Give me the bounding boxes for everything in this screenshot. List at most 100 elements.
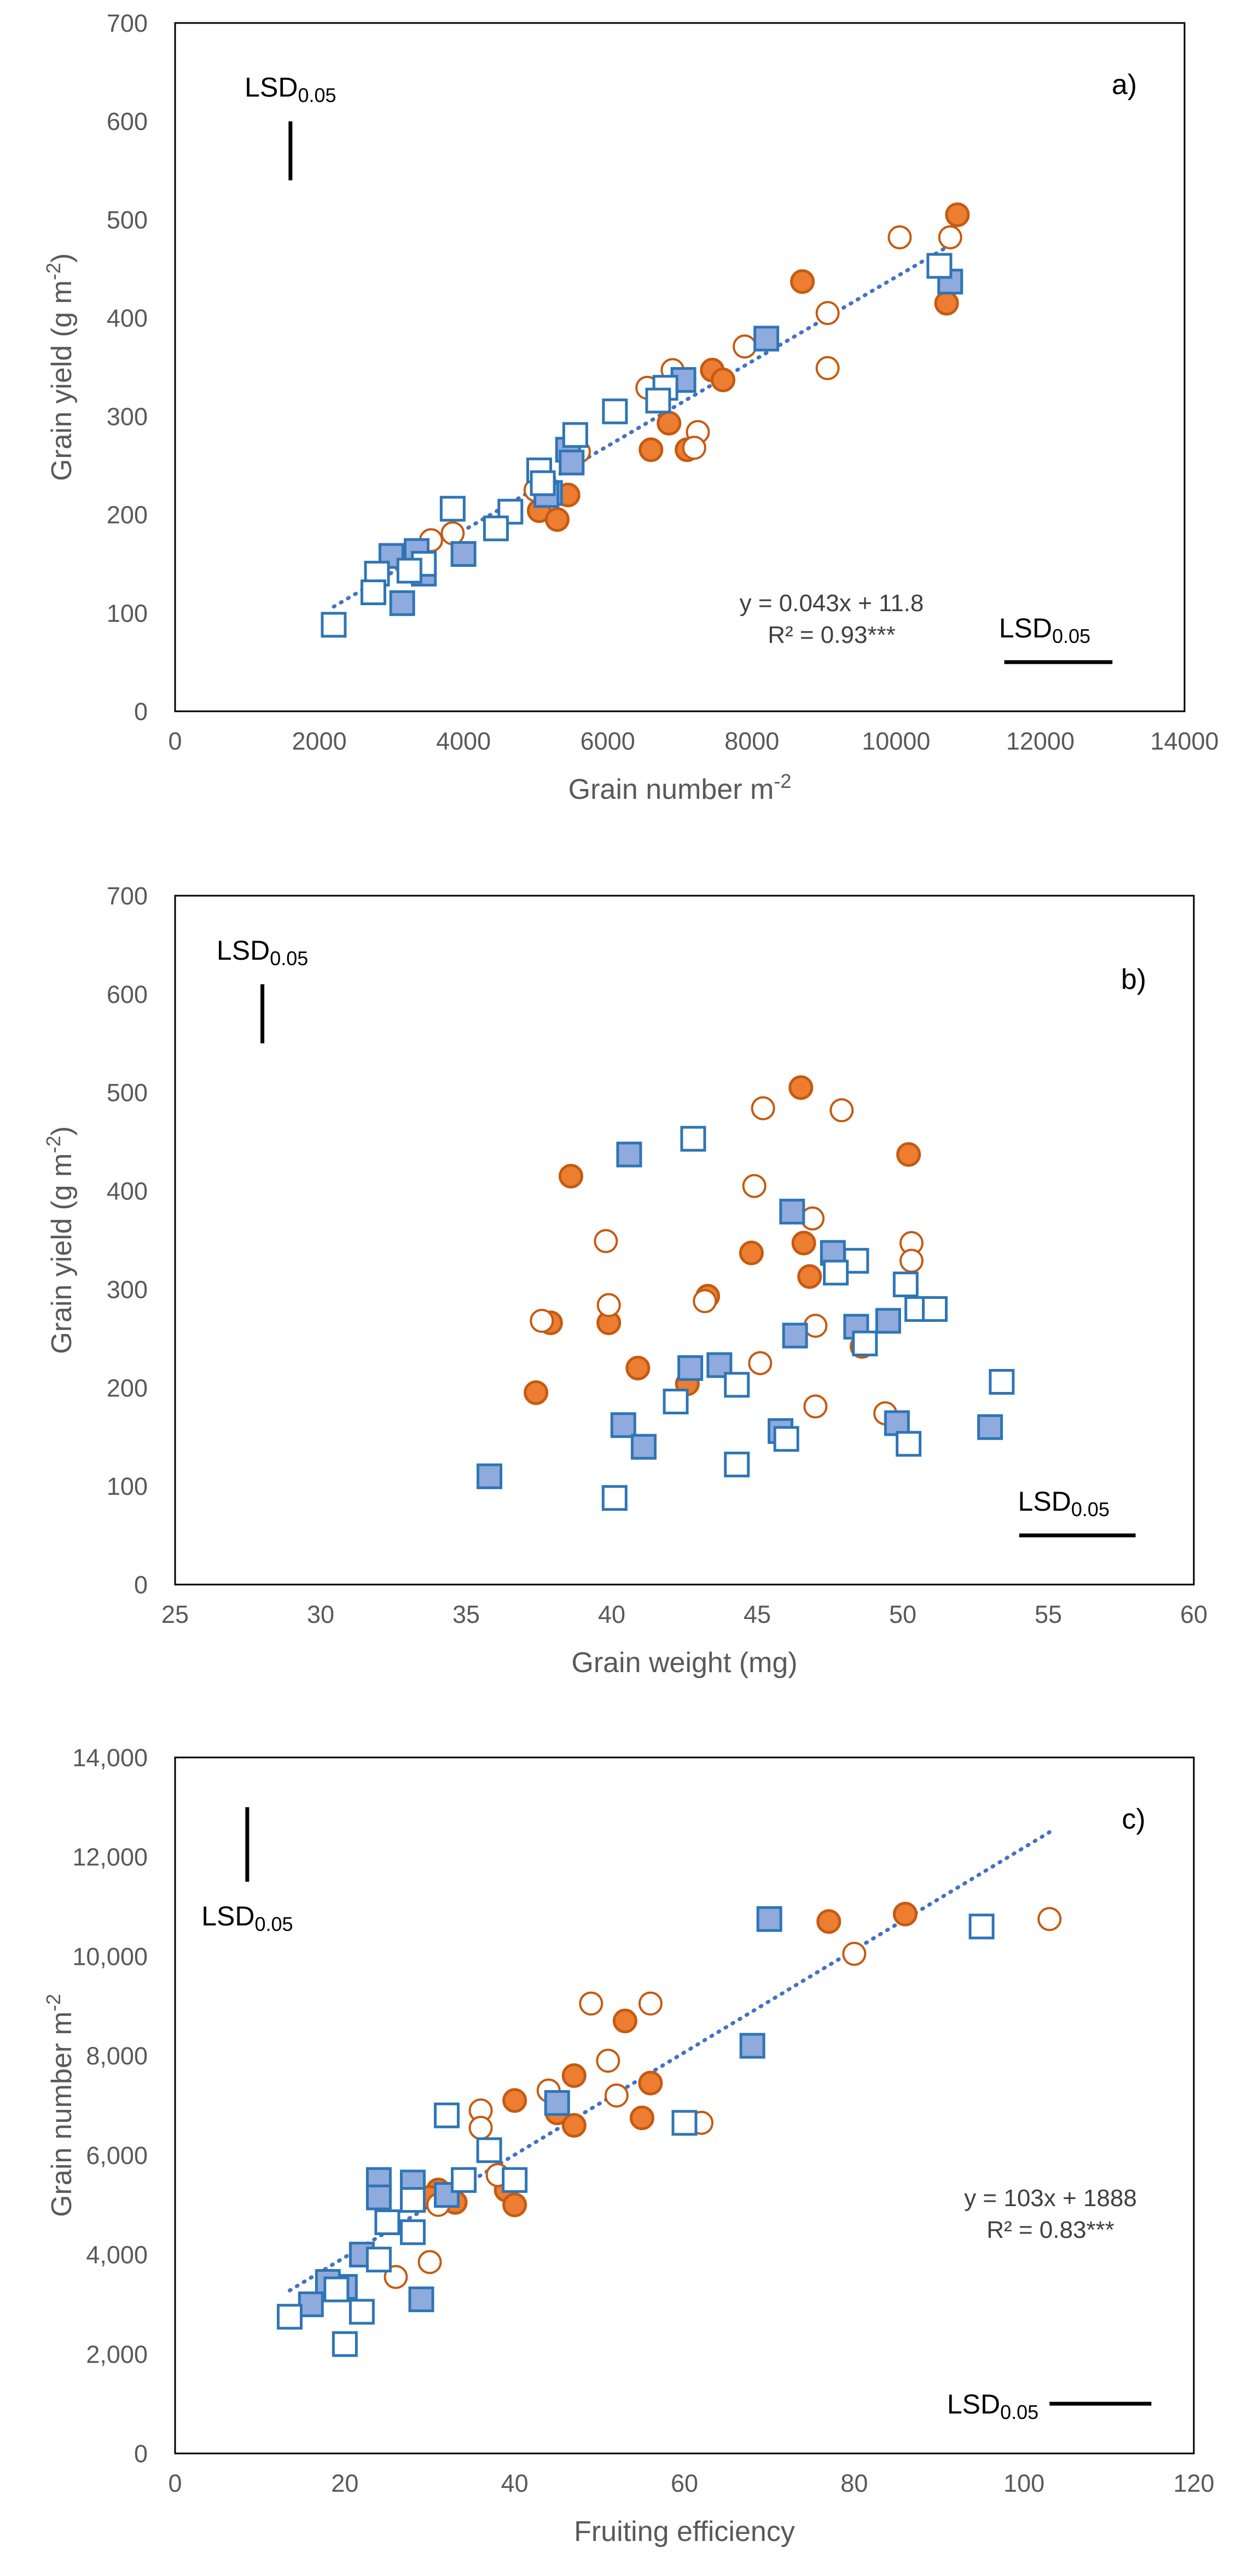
data-point — [677, 1355, 704, 1381]
x-tick-label: 6000 — [581, 727, 635, 755]
lsd-label-vertical: LSD0.05 — [201, 1901, 293, 1935]
lsd-label-horizontal: LSD0.05 — [947, 2389, 1038, 2423]
x-tick-label: 80 — [840, 2469, 868, 2497]
series-square-open — [601, 1125, 1015, 1511]
data-point — [896, 1142, 921, 1167]
y-tick-label: 4,000 — [86, 2241, 148, 2269]
y-tick-label: 500 — [107, 1079, 148, 1107]
data-point — [638, 2070, 663, 2096]
y-axis-title: Grain yield (g m-2) — [42, 253, 78, 481]
data-point — [625, 1355, 651, 1380]
y-tick-label: 200 — [107, 1374, 148, 1402]
data-point — [788, 1075, 814, 1100]
x-tick-label: 8000 — [724, 727, 779, 755]
x-tick-label: 40 — [598, 1600, 625, 1628]
data-point — [815, 356, 840, 380]
data-point — [816, 1909, 841, 1934]
lsd-label-sub: 0.05 — [1000, 2401, 1038, 2423]
y-axis-title-main: Grain yield (g m — [46, 1153, 78, 1354]
data-point — [922, 1296, 948, 1322]
data-point — [561, 2063, 587, 2088]
data-point — [682, 436, 706, 460]
y-tick-label: 400 — [107, 304, 148, 332]
data-point — [365, 2184, 392, 2211]
data-point — [1037, 1907, 1062, 1931]
data-point — [791, 1231, 816, 1256]
x-tick-label: 60 — [671, 2469, 698, 2497]
data-point — [875, 1308, 901, 1334]
data-point — [842, 1941, 867, 1966]
data-point — [934, 291, 959, 316]
data-point — [389, 590, 415, 616]
y-tick-label: 0 — [134, 2440, 148, 2468]
series-square-open — [276, 1913, 995, 2357]
data-point — [476, 2137, 502, 2163]
lsd-label-main: LSD — [999, 613, 1052, 643]
data-point — [321, 612, 347, 638]
data-point — [753, 326, 780, 352]
data-point — [989, 1368, 1015, 1395]
data-point — [544, 2090, 570, 2116]
regression-r2: R² = 0.83*** — [986, 2217, 1115, 2243]
data-point — [797, 1264, 822, 1289]
data-point — [451, 2167, 477, 2193]
y-tick-label: 300 — [107, 403, 148, 431]
data-point — [899, 1249, 924, 1273]
panel-label: c) — [1122, 1803, 1145, 1835]
x-tick-label: 30 — [307, 1600, 334, 1628]
lsd-label-main: LSD — [201, 1901, 254, 1931]
chart-panel-2: 25 30 35 40 45 50 55 600100200300400500600700Gr… — [42, 882, 1208, 1679]
data-point — [276, 2304, 303, 2330]
data-point — [887, 225, 912, 250]
lsd-label-main: LSD — [947, 2389, 1000, 2420]
data-point — [892, 1271, 919, 1297]
data-point — [663, 1388, 689, 1414]
data-point — [945, 202, 970, 227]
data-point — [468, 2115, 493, 2140]
y-axis-title-end: ) — [46, 1126, 78, 1135]
data-point — [434, 2102, 460, 2128]
data-point — [823, 1260, 849, 1286]
data-point — [396, 558, 422, 584]
data-point — [724, 1452, 750, 1478]
series-square-filled — [378, 269, 963, 616]
x-axis-title: Grain weight (mg) — [571, 1647, 797, 1679]
data-point — [561, 2113, 587, 2138]
data-point — [671, 2110, 698, 2136]
data-point — [803, 1394, 828, 1419]
data-point — [968, 1913, 995, 1940]
x-tick-label: 4000 — [436, 727, 491, 755]
plot-frame — [174, 22, 1186, 712]
data-point — [756, 1906, 782, 1932]
x-tick-label: 0 — [168, 727, 182, 755]
lsd-label-sub: 0.05 — [1052, 625, 1090, 647]
data-point — [751, 1096, 775, 1121]
y-tick-label: 600 — [107, 980, 148, 1008]
y-axis-title-main: Grain yield (g m — [46, 280, 78, 481]
x-tick-label: 50 — [889, 1600, 916, 1628]
y-tick-label: 600 — [107, 108, 148, 136]
data-point — [693, 1289, 717, 1314]
data-point — [733, 334, 757, 359]
data-point — [450, 541, 477, 567]
data-point — [773, 1426, 799, 1452]
data-point — [896, 1431, 922, 1457]
x-axis-title-sup: -2 — [774, 770, 791, 792]
y-axis-title: Grain number m-2 — [42, 1994, 78, 2217]
data-point — [562, 422, 588, 448]
y-axis-title-sup: -2 — [42, 1994, 65, 2011]
lsd-label-horizontal: LSD0.05 — [999, 613, 1090, 647]
series-square-open — [321, 253, 953, 638]
data-point — [483, 515, 509, 542]
data-point — [926, 253, 953, 279]
data-point — [530, 470, 556, 496]
chart-panel-3: 0 20 40 60 80 100 120 0 2,000 4,000 6,000 8,000 10,0… — [42, 1744, 1215, 2548]
y-axis-title-main: Grain number m — [46, 2011, 78, 2217]
x-axis-title: Fruiting efficiency — [574, 2516, 795, 2548]
data-point — [779, 1198, 805, 1225]
data-point — [612, 2009, 637, 2034]
data-point — [594, 1229, 618, 1254]
data-point — [680, 1125, 706, 1152]
data-point — [604, 2083, 629, 2108]
y-tick-label: 200 — [107, 501, 148, 529]
